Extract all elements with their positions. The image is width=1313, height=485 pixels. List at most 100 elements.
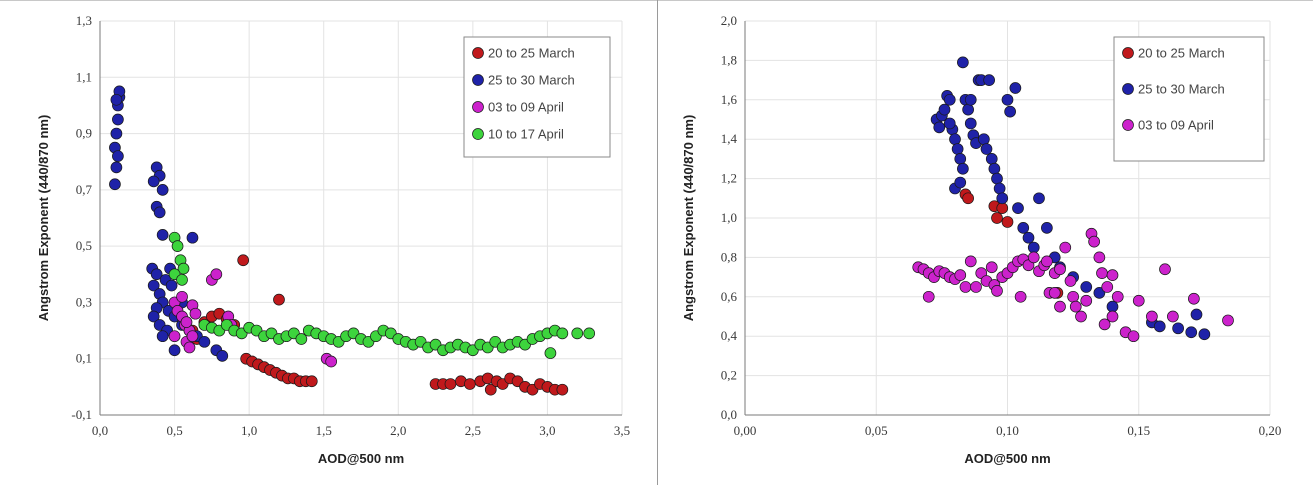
- legend-label: 20 to 25 March: [488, 46, 575, 61]
- scatter-point: [112, 150, 124, 162]
- y-tick-label: 1,6: [721, 92, 738, 107]
- scatter-point: [177, 262, 190, 275]
- scatter-point: [1198, 328, 1211, 341]
- scatter-point: [273, 293, 285, 306]
- scatter-point: [943, 93, 956, 106]
- scatter-point: [210, 268, 223, 281]
- scatter-point: [109, 178, 121, 191]
- x-tick-label: 2,0: [390, 423, 406, 438]
- scatter-point: [186, 231, 199, 244]
- scatter-point: [156, 330, 169, 343]
- scatter-point: [110, 161, 123, 174]
- y-tick-label: 0,2: [721, 368, 737, 383]
- scatter-point: [1098, 318, 1111, 331]
- x-tick-label: 0,10: [996, 423, 1019, 438]
- scatter-point: [571, 327, 584, 340]
- scatter-point: [959, 281, 972, 293]
- scatter-point: [985, 153, 998, 165]
- scatter-point: [951, 143, 964, 155]
- legend-label: 25 to 30 March: [488, 73, 575, 88]
- scatter-point: [1059, 241, 1072, 254]
- y-tick-label: 0,1: [76, 351, 92, 366]
- scatter-point: [985, 261, 998, 274]
- scatter-point: [176, 274, 188, 286]
- scatter-point: [1001, 216, 1014, 228]
- scatter-point: [1096, 267, 1108, 280]
- scatter-point: [1093, 251, 1106, 264]
- y-tick-label: 0,8: [721, 249, 737, 264]
- x-tick-label: 0,15: [1127, 423, 1150, 438]
- scatter-point: [183, 341, 196, 354]
- x-tick-label: 1,5: [316, 423, 332, 438]
- x-tick-label: 0,0: [92, 423, 108, 438]
- scatter-point: [983, 74, 995, 86]
- scatter-point: [1088, 235, 1100, 248]
- legend-box: [1113, 36, 1265, 162]
- scatter-point: [964, 255, 977, 268]
- scatter-point: [110, 93, 123, 106]
- y-tick-label: -0,1: [71, 407, 92, 422]
- scatter-point: [295, 333, 308, 345]
- scatter-point: [954, 269, 967, 281]
- y-tick-label: 1,2: [721, 171, 737, 186]
- scatter-point: [970, 281, 982, 293]
- scatter-point: [1022, 231, 1035, 244]
- top-border: [0, 0, 1313, 1]
- scatter-point: [484, 383, 497, 396]
- y-tick-label: 1,4: [721, 131, 738, 146]
- scatter-point: [938, 103, 951, 116]
- y-tick-label: 0,5: [76, 238, 92, 253]
- x-tick-label: 0,5: [166, 423, 182, 438]
- chart-panel-right: 0,00 0,05 0,10 0,15 0,20 0,0 0,2 0,4 0,6 0,8 1,0 1,…: [658, 0, 1313, 485]
- scatter-point: [1106, 310, 1119, 323]
- scatter-chart-left: 0,0 0,5 1,0 1,5 2,0 2,5 3,0 3,5 -0,1 0,1 0,3 0,5 0,7…: [36, 13, 630, 466]
- scatter-point: [1041, 222, 1053, 234]
- scatter-point: [1190, 308, 1203, 321]
- legend-box: [463, 36, 611, 158]
- scatter-point: [957, 56, 969, 69]
- x-tick-label: 1,0: [241, 423, 257, 438]
- scatter-point: [991, 212, 1003, 224]
- panel-divider: [657, 0, 658, 485]
- chart-panel-left: 0,0 0,5 1,0 1,5 2,0 2,5 3,0 3,5 -0,1 0,1 0,3 0,5 0,7…: [0, 0, 656, 485]
- scatter-chart-right: 0,00 0,05 0,10 0,15 0,20 0,0 0,2 0,4 0,6 0,8 1,0 1,…: [681, 13, 1281, 466]
- y-tick-label: 1,8: [721, 52, 737, 67]
- scatter-point: [1064, 275, 1077, 287]
- scatter-point: [1172, 322, 1184, 335]
- legend-label: 25 to 30 March: [1138, 82, 1225, 97]
- scatter-point: [1004, 105, 1016, 118]
- scatter-point: [1111, 290, 1124, 303]
- scatter-point: [189, 307, 202, 320]
- scatter-point: [1106, 269, 1119, 281]
- scatter-point: [583, 327, 596, 340]
- scatter-point: [1033, 192, 1045, 205]
- y-tick-label: 1,1: [76, 69, 92, 84]
- legend-marker: [472, 47, 484, 59]
- x-tick-label: 2,5: [465, 423, 481, 438]
- scatter-point: [112, 113, 124, 126]
- y-tick-label: 0,7: [76, 182, 93, 197]
- x-tick-label: 3,0: [539, 423, 555, 438]
- scatter-point: [216, 350, 229, 362]
- y-tick-label: 0,6: [721, 289, 738, 304]
- legend-label: 03 to 09 April: [1138, 118, 1214, 133]
- scatter-point: [1017, 222, 1030, 234]
- scatter-point: [962, 192, 974, 205]
- scatter-point: [237, 254, 250, 267]
- y-tick-label: 0,4: [721, 328, 738, 343]
- scatter-point: [1101, 281, 1114, 293]
- scatter-point: [544, 347, 557, 359]
- scatter-point: [1127, 330, 1140, 343]
- legend-marker: [1122, 47, 1134, 59]
- scatter-point: [1159, 263, 1171, 276]
- scatter-point: [1188, 292, 1200, 305]
- scatter-point: [1041, 255, 1053, 268]
- scatter-point: [198, 335, 211, 348]
- scatter-point: [168, 344, 181, 357]
- scatter-point: [1093, 287, 1106, 299]
- scatter-point: [325, 355, 338, 368]
- y-axis-title: Angstrom Exponent (440/870 nm): [681, 115, 696, 322]
- scatter-point: [1075, 310, 1087, 323]
- x-axis-title: AOD@500 nm: [318, 451, 404, 466]
- scatter-point: [996, 192, 1009, 205]
